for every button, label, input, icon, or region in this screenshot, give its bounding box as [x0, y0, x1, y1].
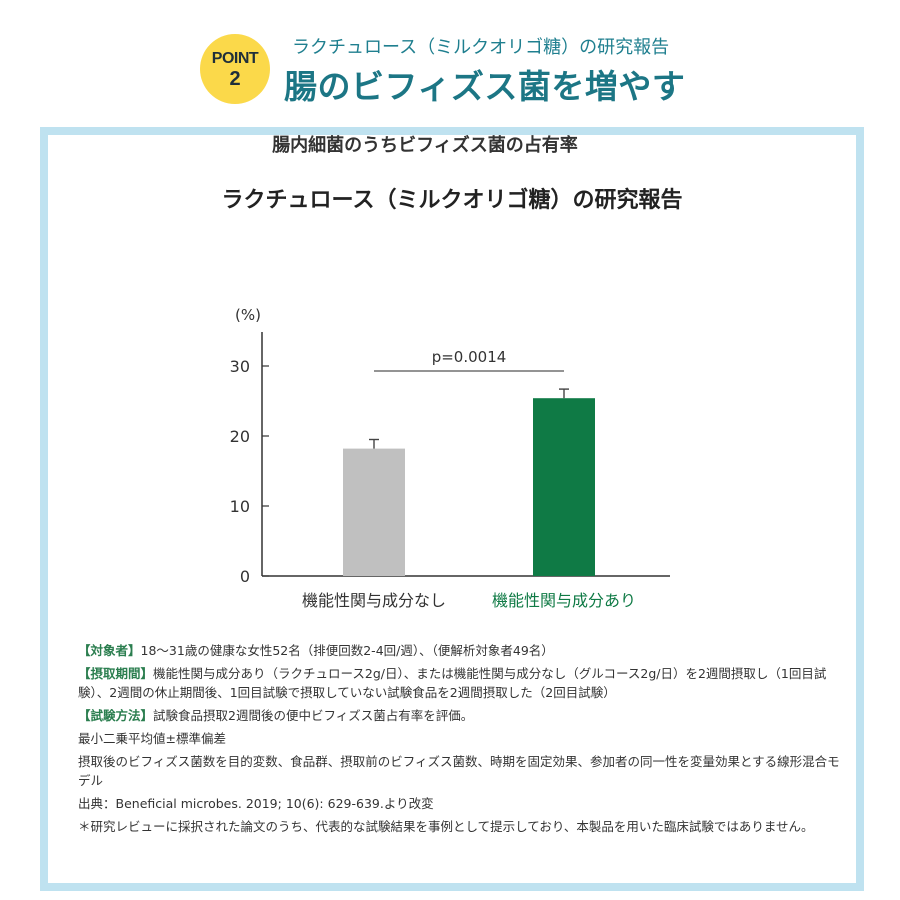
note-source: 出典：Beneficial microbes. 2019; 10(6): 629…: [78, 796, 434, 811]
chart-title: 腸内細菌のうちビフィズス菌の占有率: [272, 135, 578, 156]
y-tick-label: 20: [230, 427, 250, 446]
note-stat-1: 最小二乗平均値±標準偏差: [78, 731, 226, 746]
header-title: 腸のビフィズス菌を増やす: [284, 67, 686, 106]
bar: [533, 398, 595, 576]
badge-number: 2: [229, 68, 241, 90]
note-period: 【摂取期間】機能性関与成分あり（ラクチュロース2g/日）、または機能性関与成分な…: [78, 664, 846, 702]
note-method: 【試験方法】試験食品摂取2週間後の便中ビフィズス菌占有率を評価。: [78, 706, 846, 725]
x-category-label: 機能性関与成分なし: [302, 591, 446, 610]
x-category-label: 機能性関与成分あり: [492, 591, 636, 610]
research-panel: ラクチュロース（ミルクオリゴ糖）の研究報告 【対象者】18〜31歳の健康な女性5…: [40, 127, 864, 891]
note-method-label: 【試験方法】: [78, 708, 154, 723]
note-period-label: 【摂取期間】: [78, 666, 154, 681]
badge-word: POINT: [211, 50, 259, 67]
point-badge: POINT 2: [200, 34, 270, 104]
note-disclaimer: ＊研究レビューに採択された論文のうち、代表的な試験結果を事例として提示しており、…: [78, 819, 814, 834]
y-tick-label: 30: [230, 357, 250, 376]
note-subjects-label: 【対象者】: [78, 643, 141, 658]
y-tick-label: 10: [230, 497, 250, 516]
note-period-text: 機能性関与成分あり（ラクチュロース2g/日）、または機能性関与成分なし（グルコー…: [78, 666, 827, 700]
note-stat-2: 摂取後のビフィズス菌数を目的変数、食品群、摂取前のビフィズス菌数、時期を固定効果…: [78, 754, 840, 788]
study-notes: 【対象者】18〜31歳の健康な女性52名（排便回数2-4回/週）、（便解析対象者…: [78, 641, 846, 840]
panel-title: ラクチュロース（ミルクオリゴ糖）の研究報告: [221, 188, 683, 213]
note-subjects-text: 18〜31歳の健康な女性52名（排便回数2-4回/週）、（便解析対象者49名）: [140, 643, 554, 658]
note-subjects: 【対象者】18〜31歳の健康な女性52名（排便回数2-4回/週）、（便解析対象者…: [78, 641, 846, 660]
y-tick-label: 0: [240, 567, 250, 586]
y-axis-label: (%): [235, 306, 261, 324]
header: POINT 2 ラクチュロース（ミルクオリゴ糖）の研究報告 腸のビフィズス菌を増…: [0, 0, 900, 120]
p-value-label: p=0.0014: [432, 348, 507, 366]
header-subtitle: ラクチュロース（ミルクオリゴ糖）の研究報告: [292, 37, 670, 58]
bar: [343, 448, 405, 576]
note-method-text: 試験食品摂取2週間後の便中ビフィズス菌占有率を評価。: [153, 708, 474, 723]
